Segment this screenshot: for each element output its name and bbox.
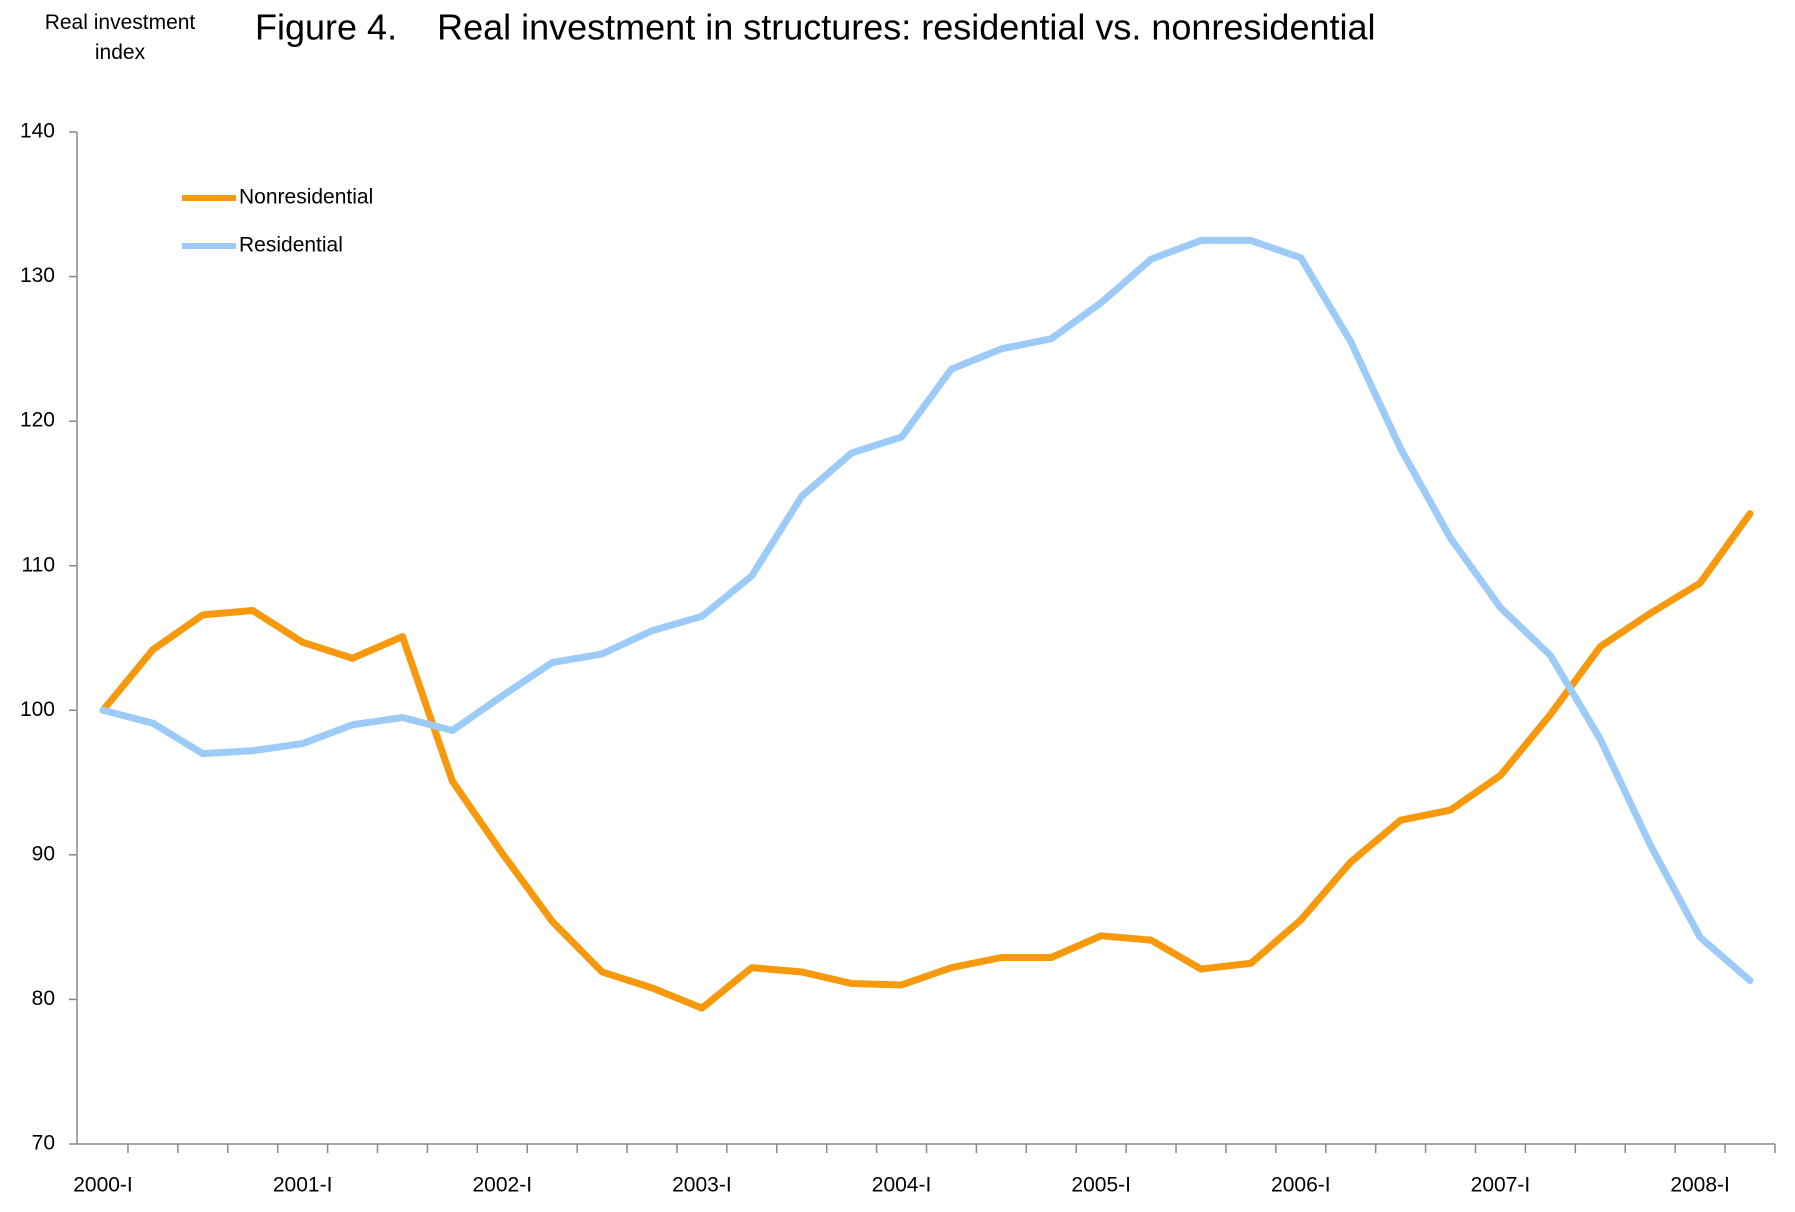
x-tick-label: 2007-I [1471, 1174, 1531, 1197]
x-tick-label: 2000-I [73, 1174, 133, 1197]
series-line [99, 236, 1754, 985]
y-tick-label: 80 [32, 987, 55, 1010]
x-tick-label: 2006-I [1271, 1174, 1331, 1197]
y-tick-label: 110 [22, 553, 55, 576]
x-tick-label: 2004-I [872, 1174, 932, 1197]
y-tick-label: 90 [32, 842, 55, 865]
x-tick-label: 2008-I [1670, 1174, 1730, 1197]
y-tick-label: 130 [20, 264, 55, 287]
x-tick-label: 2001-I [273, 1174, 333, 1197]
legend-label: Nonresidential [239, 186, 373, 209]
y-axis-label: Real investment index [44, 11, 196, 64]
chart-title: Figure 4. Real investment in structures:… [255, 7, 1376, 48]
y-tick-label: 70 [32, 1132, 55, 1155]
legend-label: Residential [239, 234, 343, 257]
x-tick-label: 2003-I [672, 1174, 732, 1197]
y-tick-label: 100 [20, 698, 55, 721]
series-line [99, 510, 1754, 1012]
x-tick-label: 2005-I [1071, 1174, 1131, 1197]
x-tick-label: 2002-I [472, 1174, 532, 1197]
y-tick-label: 140 [20, 120, 55, 143]
y-tick-label: 120 [20, 409, 55, 432]
